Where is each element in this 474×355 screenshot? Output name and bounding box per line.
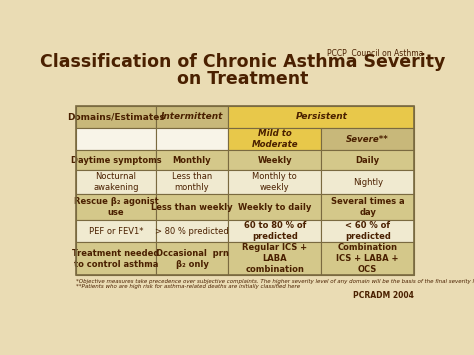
Text: on Treatment: on Treatment [177,70,309,88]
Bar [321,242,414,275]
Text: Severe**: Severe** [346,135,389,143]
Bar [228,106,414,128]
Bar [155,170,228,194]
Bar [155,128,228,150]
Bar [321,150,414,170]
Bar [76,150,155,170]
Text: Monthly to
weekly: Monthly to weekly [253,173,297,192]
Text: Daytime symptoms: Daytime symptoms [71,156,161,165]
Text: PEF or FEV1*: PEF or FEV1* [89,226,143,236]
Text: Several times a
day: Several times a day [331,197,404,217]
Bar [76,242,155,275]
Bar [155,194,228,220]
Text: Persistent: Persistent [295,112,347,121]
Text: 60 to 80 % of
predicted: 60 to 80 % of predicted [244,221,306,241]
Text: Weekly: Weekly [257,156,292,165]
Text: > 80 % predicted: > 80 % predicted [155,226,229,236]
Text: < 60 % of
predicted: < 60 % of predicted [345,221,391,241]
Bar [228,150,321,170]
Bar [228,170,321,194]
Bar [76,128,155,150]
Bar [155,106,228,128]
Bar [321,128,414,150]
Text: Mild to
Moderate: Mild to Moderate [252,129,298,149]
Bar [321,220,414,242]
Text: Treatment needed
to control asthma: Treatment needed to control asthma [73,249,160,268]
Text: Intermittent: Intermittent [161,112,223,121]
Bar [228,128,321,150]
Bar [76,106,414,275]
Bar [228,220,321,242]
Bar [321,194,414,220]
Text: Combination
ICS + LABA +
OCS: Combination ICS + LABA + OCS [337,244,399,274]
Text: *Objective measures take precedence over subjective complaints. The higher sever: *Objective measures take precedence over… [76,279,474,284]
Text: Less than
monthly: Less than monthly [172,173,212,192]
Text: Less than weekly: Less than weekly [151,202,233,212]
Bar [76,106,155,128]
Text: PCRADM 2004: PCRADM 2004 [353,290,414,300]
Text: PCCP  Council on Asthma: PCCP Council on Asthma [327,49,423,58]
Text: Nocturnal
awakening: Nocturnal awakening [93,173,139,192]
Bar [155,220,228,242]
Text: Weekly to daily: Weekly to daily [238,202,311,212]
Bar [76,194,155,220]
Text: Monthly: Monthly [173,156,211,165]
Bar [76,220,155,242]
Text: Occasional  prn
β₂ only: Occasional prn β₂ only [155,249,228,268]
Bar [76,170,155,194]
Text: Nightly: Nightly [353,178,383,187]
Text: **Patients who are high risk for asthma-related deaths are initially classified : **Patients who are high risk for asthma-… [76,284,301,289]
Text: Regular ICS +
LABA
combination: Regular ICS + LABA combination [242,244,307,274]
Text: Daily: Daily [356,156,380,165]
Text: Domains/Estimates: Domains/Estimates [67,112,165,121]
Text: Rescue β₂ agonist
use: Rescue β₂ agonist use [73,197,158,217]
Bar [228,242,321,275]
Bar [228,194,321,220]
Text: Classification of Chronic Asthma Severity: Classification of Chronic Asthma Severit… [40,53,446,71]
Bar [321,170,414,194]
Bar [155,242,228,275]
Bar [155,150,228,170]
